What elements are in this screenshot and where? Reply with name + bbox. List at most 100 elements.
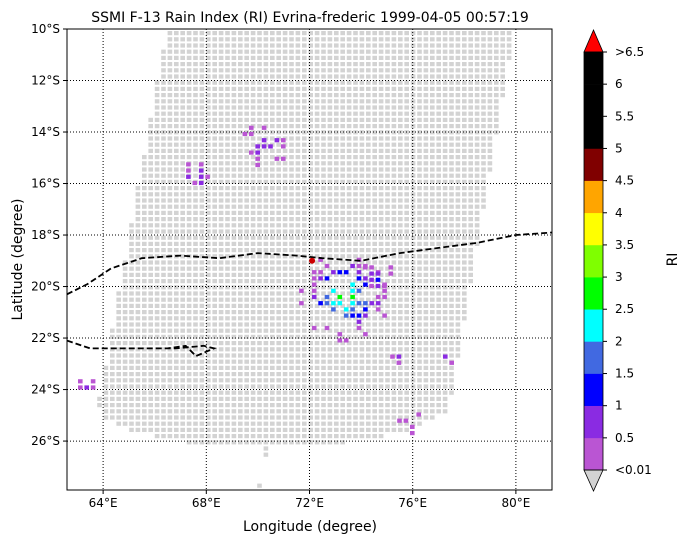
x-tick-label: 72°E [295, 496, 324, 510]
rain-layer [78, 125, 454, 436]
rain-cell [356, 301, 362, 306]
rain-cell [274, 156, 280, 161]
rain-cell [350, 301, 355, 306]
colorbar-segment [584, 116, 603, 149]
rain-cell [261, 144, 267, 149]
y-axis-ticks: 10°S 12°S 14°S 16°S 18°S 20°S 22°S 24°S 26°S [31, 22, 67, 448]
rain-cell [369, 301, 375, 306]
x-tick-label: 80°E [501, 496, 530, 510]
colorbar-segment [584, 277, 603, 310]
colorbar-tick-label: 2 [615, 334, 623, 348]
rain-cell [390, 354, 395, 359]
rain-cell [318, 276, 323, 281]
rain-cell [198, 174, 204, 179]
rain-cell [363, 313, 368, 318]
rain-cell [410, 431, 415, 436]
rain-region [362, 265, 394, 289]
y-tick-label: 14°S [31, 125, 60, 139]
rain-cell [186, 174, 191, 179]
rain-cell [382, 313, 387, 318]
x-tick-label: 64°E [89, 496, 118, 510]
rain-cell [90, 385, 96, 390]
rain-cell [311, 282, 317, 287]
rain-cell [350, 288, 355, 293]
rain-cell [261, 138, 267, 143]
coastline [67, 339, 217, 358]
rain-cell [318, 301, 323, 306]
colorbar-segment [584, 244, 603, 278]
colorbar-tick-label: 4.5 [615, 174, 634, 188]
rain-cell [363, 332, 368, 337]
rain-region [390, 354, 402, 365]
swath-layer [97, 31, 512, 488]
rain-cell [268, 144, 273, 149]
rain-cell [356, 319, 362, 324]
rain-cell [281, 138, 286, 143]
rain-cell [356, 288, 362, 293]
rain-cell [343, 313, 349, 318]
rain-cell [362, 265, 368, 270]
rain-cell [331, 301, 336, 306]
y-tick-label: 10°S [31, 22, 60, 36]
grid-layer [67, 28, 552, 490]
rain-cell [375, 283, 381, 289]
colorbar-segment [584, 180, 603, 214]
rain-region [186, 162, 210, 186]
rain-region [397, 412, 421, 436]
y-tick-label: 22°S [31, 331, 60, 345]
colorbar-segment [584, 212, 603, 246]
rain-region [242, 125, 286, 168]
rain-cell [363, 301, 368, 306]
colorbar-tick-label: 3 [615, 270, 623, 284]
x-axis-label: Longitude (degree) [243, 519, 377, 535]
rain-cell [274, 138, 280, 143]
colorbar-segment [584, 405, 603, 439]
x-tick-label: 68°E [192, 496, 221, 510]
colorbar-segment [584, 437, 603, 471]
rain-cell [356, 263, 362, 269]
rain-cell [205, 174, 210, 179]
rain-cell [255, 144, 260, 149]
rain-cell [375, 271, 381, 276]
rain-cell [449, 360, 454, 365]
rain-cell [343, 338, 349, 343]
rain-cell [249, 125, 254, 130]
rain-cell [318, 257, 323, 262]
rain-cell [363, 276, 368, 281]
rain-cell [356, 270, 362, 275]
rain-cell [281, 144, 286, 149]
rain-cell [337, 338, 343, 343]
colorbar-over-arrow [583, 28, 604, 53]
rain-cell [324, 294, 330, 300]
rain-cell [369, 271, 374, 276]
swath-cells [97, 31, 512, 488]
rain-cell [281, 156, 286, 161]
y-tick-label: 26°S [31, 434, 60, 448]
colorbar-tick-label: 1.5 [615, 367, 634, 381]
rain-cell [337, 332, 343, 337]
colorbar: <0.01 0.5 1 1.5 2 2.5 3 3.5 4 4.5 5 5.5 6 >6.5 [583, 28, 652, 492]
rain-cell [410, 424, 415, 429]
colorbar-tick-label: 2.5 [615, 302, 634, 316]
rain-cell [255, 162, 260, 168]
chart-title: SSMI F-13 Rain Index (RI) Evrina-frederi… [91, 10, 529, 26]
rain-cell [186, 168, 191, 173]
rain-cell [350, 294, 355, 300]
rain-cell [382, 294, 387, 300]
rain-cell [388, 271, 394, 276]
rain-cell [403, 418, 409, 423]
rain-cell [375, 301, 381, 306]
rain-cell [343, 270, 349, 275]
rain-cell [397, 418, 402, 423]
rain-cell [350, 282, 355, 287]
rain-cell [311, 294, 317, 300]
rain-cell [369, 283, 374, 289]
rain-cell [324, 325, 330, 331]
rain-cell [299, 288, 304, 293]
rain-cell [311, 276, 317, 281]
rain-cell [356, 325, 362, 331]
rain-cell [311, 325, 317, 331]
rain-cell [198, 180, 204, 186]
rain-region [78, 379, 96, 390]
rain-cell [337, 294, 343, 300]
